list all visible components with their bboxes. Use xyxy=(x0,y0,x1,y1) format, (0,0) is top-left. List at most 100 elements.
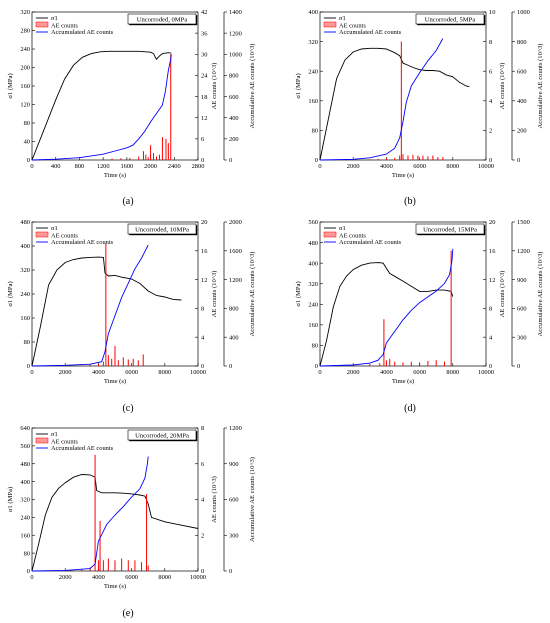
y-axis-label: σ1 (MPa) xyxy=(295,73,302,98)
y-tick-label: 40 xyxy=(24,139,30,146)
stress-line xyxy=(319,262,454,367)
y2-axis-label: AE counts (10^3) xyxy=(211,63,218,110)
y3-tick-label: 400 xyxy=(517,98,527,105)
y2-tick-label: 4 xyxy=(201,334,205,341)
legend-label-accumulated: Accumulated AE counts xyxy=(51,239,114,246)
y-tick-label: 0 xyxy=(27,363,30,370)
x-tick-label: 4000 xyxy=(92,369,105,376)
x-tick-label: 8000 xyxy=(158,574,171,581)
y-tick-label: 400 xyxy=(308,9,318,16)
stress-line xyxy=(319,47,470,161)
y-tick-label: 320 xyxy=(20,267,30,274)
y3-tick-label: 600 xyxy=(229,497,239,504)
panel-label: (b) xyxy=(404,196,416,207)
y3-tick-label: 300 xyxy=(517,334,527,341)
x-tick-label: 1600 xyxy=(120,163,133,170)
badge-text: Uncorroded, 10MPa xyxy=(135,226,189,233)
y-axis-label: σ1 (MPa) xyxy=(295,281,302,306)
y-tick-label: 160 xyxy=(20,532,30,539)
y-tick-label: 0 xyxy=(27,568,30,575)
x-tick-label: 0 xyxy=(30,369,33,376)
y3-tick-label: 1400 xyxy=(229,9,242,16)
y2-tick-label: 12 xyxy=(201,277,207,284)
y-tick-label: 240 xyxy=(20,515,30,522)
legend-label-ae: AE counts xyxy=(51,233,78,240)
legend-label-stress: σ1 xyxy=(339,225,346,232)
x-tick-label: 2400 xyxy=(168,163,181,170)
y2-axis-label: AE counts (10^3) xyxy=(211,476,218,523)
y2-tick-label: 6 xyxy=(201,461,204,468)
x-axis-label: Time (s) xyxy=(104,172,126,179)
y2-tick-label: 30 xyxy=(201,51,207,58)
y-axis-label: σ1 (MPa) xyxy=(7,73,14,98)
badge-box xyxy=(415,13,485,25)
x-axis-label: Time (s) xyxy=(392,378,414,385)
y3-tick-label: 1000 xyxy=(229,51,242,58)
y2-tick-label: 0 xyxy=(201,363,204,370)
y2-tick-label: 16 xyxy=(201,248,207,255)
y-axis-label: σ1 (MPa) xyxy=(7,487,14,512)
x-tick-label: 10000 xyxy=(190,574,206,581)
y-tick-label: 560 xyxy=(308,219,318,226)
y3-tick-label: 900 xyxy=(229,461,239,468)
badge-box xyxy=(127,429,197,441)
y3-tick-label: 800 xyxy=(517,39,527,46)
y2-tick-label: 0 xyxy=(201,568,204,575)
x-tick-label: 8000 xyxy=(446,163,459,170)
y2-tick-label: 12 xyxy=(201,115,207,122)
y3-tick-label: 1600 xyxy=(229,248,242,255)
y3-tick-label: 200 xyxy=(229,136,239,143)
badge-text: Uncorroded, 5MPa xyxy=(425,16,476,23)
y2-tick-label: 12 xyxy=(489,277,495,284)
y3-tick-label: 400 xyxy=(229,115,239,122)
y-tick-label: 400 xyxy=(20,243,30,250)
x-tick-label: 10000 xyxy=(478,163,494,170)
y-tick-label: 200 xyxy=(20,65,30,72)
accumulated-ae-line xyxy=(31,456,149,572)
legend-swatch-ae xyxy=(323,231,337,238)
y3-tick-label: 300 xyxy=(229,532,239,539)
x-tick-label: 2000 xyxy=(59,574,72,581)
y3-axis-label: Accumulative AE counts (10^3) xyxy=(249,44,256,129)
stress-line xyxy=(31,474,199,572)
y3-tick-label: 800 xyxy=(229,73,239,80)
y-tick-label: 320 xyxy=(20,497,30,504)
badge-text: Uncorroded, 15MPa xyxy=(423,226,477,233)
x-tick-label: 4000 xyxy=(380,163,393,170)
legend-label-ae: AE counts xyxy=(339,23,366,30)
badge-text: Uncorroded, 20MPa xyxy=(135,432,189,439)
panel-label: (e) xyxy=(122,608,133,619)
x-axis-label: Time (s) xyxy=(104,583,126,590)
x-tick-label: 6000 xyxy=(413,369,426,376)
y2-tick-label: 20 xyxy=(489,219,495,226)
y-tick-label: 480 xyxy=(20,461,30,468)
legend-label-stress: σ1 xyxy=(339,15,346,22)
y3-tick-label: 800 xyxy=(229,306,239,313)
y2-tick-label: 10 xyxy=(489,9,495,16)
y-tick-label: 120 xyxy=(20,102,30,109)
y2-tick-label: 8 xyxy=(489,39,492,46)
x-tick-label: 8000 xyxy=(446,369,459,376)
x-tick-label: 4000 xyxy=(92,574,105,581)
y3-tick-label: 600 xyxy=(517,306,527,313)
x-tick-label: 6000 xyxy=(125,574,138,581)
y3-tick-label: 1000 xyxy=(517,9,530,16)
y3-tick-label: 0 xyxy=(229,363,232,370)
x-tick-label: 0 xyxy=(30,163,33,170)
y2-tick-label: 0 xyxy=(489,157,492,164)
y2-tick-label: 0 xyxy=(201,157,204,164)
y2-tick-label: 0 xyxy=(489,363,492,370)
y3-tick-label: 0 xyxy=(517,157,520,164)
y3-tick-label: 1200 xyxy=(517,248,530,255)
stress-line xyxy=(31,50,172,161)
y-axis-label: σ1 (MPa) xyxy=(7,281,14,306)
y3-tick-label: 0 xyxy=(517,363,520,370)
x-tick-label: 4000 xyxy=(380,369,393,376)
y3-tick-label: 0 xyxy=(229,157,232,164)
y-tick-label: 240 xyxy=(308,68,318,75)
legend-label-ae: AE counts xyxy=(339,233,366,240)
y3-tick-label: 1500 xyxy=(517,219,530,226)
y2-tick-label: 6 xyxy=(489,68,492,75)
